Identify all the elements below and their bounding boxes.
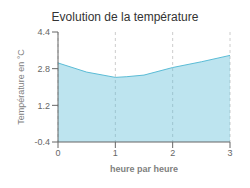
svg-text:Température en °C: Température en °C	[16, 49, 26, 125]
svg-text:1: 1	[113, 148, 118, 158]
svg-text:-0.4: -0.4	[34, 137, 50, 147]
svg-text:2.8: 2.8	[37, 64, 50, 74]
svg-text:heure par heure: heure par heure	[110, 164, 178, 174]
svg-text:4.4: 4.4	[37, 27, 50, 37]
svg-text:1.2: 1.2	[37, 101, 50, 111]
html-text:Evolution de la température: Evolution de la température	[51, 10, 199, 24]
svg-text:3: 3	[227, 148, 232, 158]
svg-text:0: 0	[55, 148, 60, 158]
svg-text:2: 2	[170, 148, 175, 158]
